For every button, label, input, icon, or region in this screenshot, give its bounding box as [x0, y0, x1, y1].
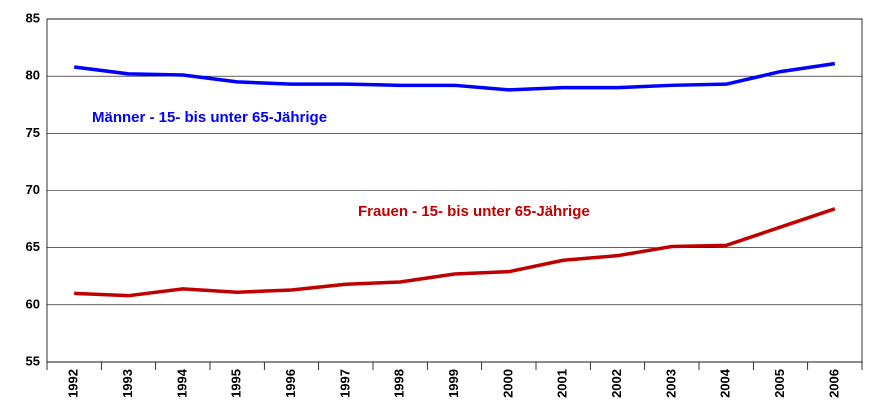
y-tick-label: 75 [26, 125, 40, 140]
x-tick-label: 1999 [446, 369, 461, 398]
x-tick-label: 1992 [66, 369, 81, 398]
x-tick-label: 1993 [120, 369, 135, 398]
x-tick-label: 1995 [229, 369, 244, 398]
y-tick-label: 80 [26, 68, 40, 83]
y-tick-label: 70 [26, 182, 40, 197]
y-tick-label: 85 [26, 10, 40, 25]
x-tick-label: 1996 [283, 369, 298, 398]
x-tick-label: 2003 [663, 369, 678, 398]
x-tick-label: 2001 [555, 369, 570, 398]
x-tick-label: 1997 [337, 369, 352, 398]
y-tick-label: 55 [26, 353, 40, 368]
series-label: Männer - 15- bis unter 65-Jährige [92, 109, 327, 126]
x-tick-label: 2006 [826, 369, 841, 398]
x-tick-label: 2004 [718, 368, 733, 398]
x-tick-label: 1998 [392, 369, 407, 398]
series-line [74, 207, 836, 298]
y-tick-label: 65 [26, 239, 40, 254]
x-tick-label: 2000 [500, 369, 515, 398]
y-tick-label: 60 [26, 296, 40, 311]
x-tick-label: 2005 [772, 369, 787, 398]
x-tick-label: 2002 [609, 369, 624, 398]
series-label: Frauen - 15- bis unter 65-Jährige [358, 203, 590, 220]
series-line [73, 61, 836, 92]
x-tick-label: 1994 [174, 368, 189, 398]
